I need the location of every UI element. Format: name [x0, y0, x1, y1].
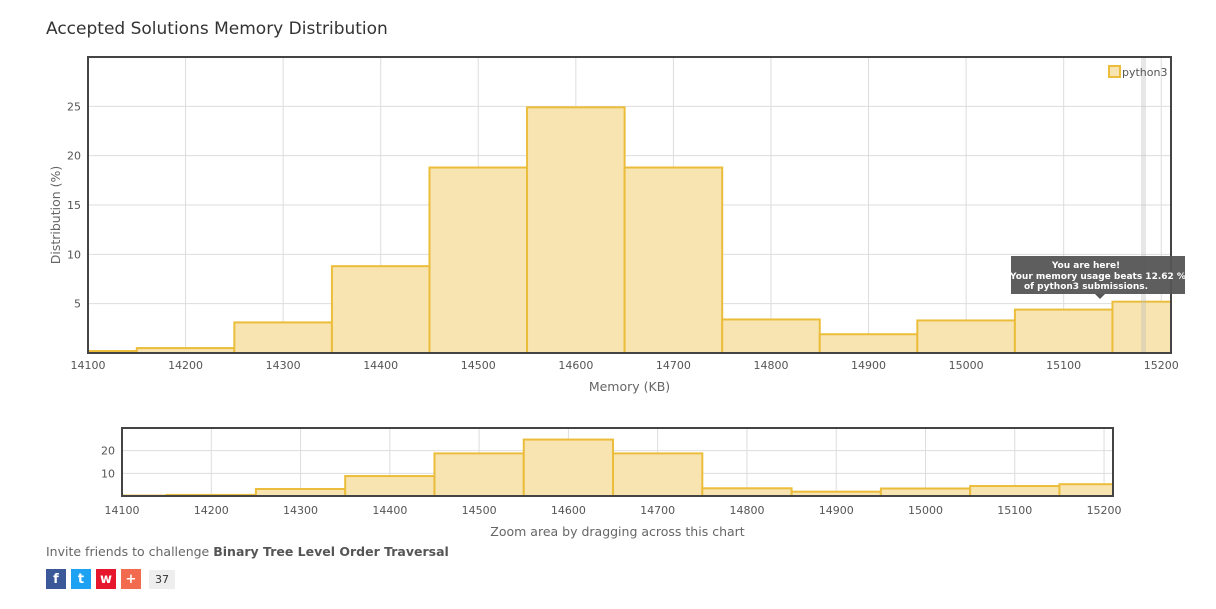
chart-title: Accepted Solutions Memory Distribution	[46, 19, 388, 39]
x-tick-label: 14100	[71, 359, 106, 372]
nav-x-tick-label: 15000	[908, 504, 943, 517]
bar	[526, 106, 626, 354]
bar	[623, 166, 724, 354]
x-tick-label: 15000	[949, 359, 984, 372]
x-tick-label: 15200	[1144, 359, 1179, 372]
nav-x-tick-label: 14400	[372, 504, 407, 517]
tooltip-pointer	[1095, 294, 1105, 299]
share-count: 37	[149, 569, 175, 589]
nav-bar	[612, 452, 704, 497]
nav-y-tick-label: 10	[101, 467, 115, 480]
x-tick-label: 15100	[1046, 359, 1081, 372]
nav-bar	[433, 452, 525, 497]
y-tick-label: 20	[67, 150, 81, 163]
plot-border	[87, 56, 1172, 354]
tooltip-line-1: You are here!	[1051, 261, 1120, 271]
x-tick-label: 14400	[363, 359, 398, 372]
nav-y-tick-label: 20	[101, 445, 115, 458]
bar	[233, 321, 333, 354]
nav-x-tick-label: 14800	[729, 504, 764, 517]
invite-text: Invite friends to challenge Binary Tree …	[46, 544, 449, 559]
nav-bar	[254, 487, 347, 497]
legend-label: python3	[1122, 66, 1167, 79]
x-tick-label: 14300	[266, 359, 301, 372]
bar	[818, 333, 919, 354]
nav-x-tick-label: 14900	[819, 504, 854, 517]
memory-distribution-chart[interactable]: 14100 14200 14300 14400 14500 14600 14700 14800…	[0, 0, 1216, 540]
nav-bar	[879, 487, 972, 497]
problem-name[interactable]: Binary Tree Level Order Traversal	[213, 544, 449, 559]
x-axis-label: Memory (KB)	[589, 379, 670, 394]
bar	[916, 319, 1016, 355]
y-tick-label: 5	[74, 298, 81, 311]
y-axis-label: Distribution (%)	[48, 166, 63, 265]
legend-swatch	[1108, 65, 1121, 78]
nav-x-tick-label: 14500	[462, 504, 497, 517]
nav-x-axis-label: Zoom area by dragging across this chart	[490, 524, 744, 539]
x-tick-label: 14700	[656, 359, 691, 372]
tooltip-box	[1011, 256, 1185, 294]
nav-plot-border	[121, 427, 1114, 497]
nav-bar	[344, 475, 436, 498]
x-tick-label: 14900	[851, 359, 886, 372]
nav-x-tick-label: 14200	[194, 504, 229, 517]
tooltip-line-3: of python3 submissions.	[1024, 282, 1148, 292]
bar	[330, 265, 431, 355]
y-tick-label: 15	[67, 199, 81, 212]
invite-prefix: Invite friends to challenge	[46, 544, 214, 559]
tooltip-line-2: Your memory usage beats 12.62 %	[1009, 272, 1186, 282]
nav-bar	[969, 485, 1061, 498]
nav-x-tick-label: 14600	[551, 504, 586, 517]
nav-bar	[522, 438, 615, 497]
x-tick-label: 14500	[461, 359, 496, 372]
bar	[428, 166, 529, 354]
nav-x-tick-label: 14100	[105, 504, 140, 517]
facebook-share-icon[interactable]: f	[46, 569, 66, 589]
x-tick-label: 14800	[753, 359, 788, 372]
weibo-share-icon[interactable]: w	[96, 569, 116, 589]
bar	[1013, 308, 1114, 355]
nav-x-tick-label: 14300	[283, 504, 318, 517]
nav-x-tick-label: 15200	[1087, 504, 1122, 517]
twitter-share-icon[interactable]: t	[71, 569, 91, 589]
nav-x-tick-label: 14700	[640, 504, 675, 517]
more-share-icon[interactable]: +	[121, 569, 141, 589]
bar	[721, 318, 821, 355]
position-indicator-band	[1141, 58, 1146, 352]
nav-x-tick-label: 15100	[997, 504, 1032, 517]
y-tick-label: 10	[67, 248, 81, 261]
nav-bar	[701, 487, 793, 498]
x-tick-label: 14600	[558, 359, 593, 372]
nav-bar	[1058, 483, 1114, 498]
y-tick-label: 25	[67, 100, 81, 113]
x-tick-label: 14200	[168, 359, 203, 372]
social-share-bar: f t w + 37	[46, 569, 175, 589]
